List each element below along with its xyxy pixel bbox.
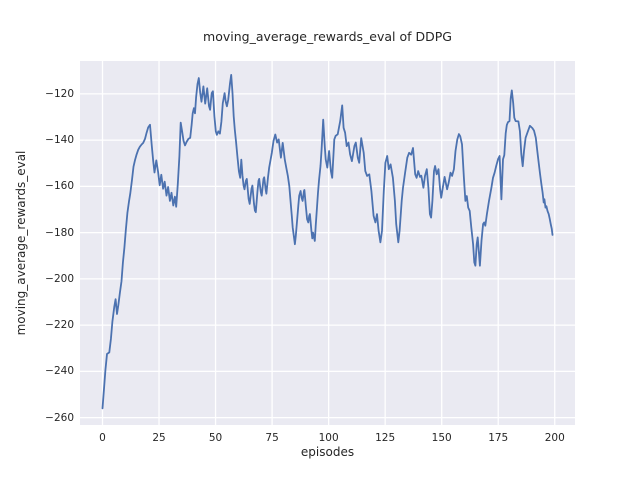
y-tick-label: −140 <box>45 134 74 147</box>
chart-title: moving_average_rewards_eval of DDPG <box>203 29 452 44</box>
x-tick-label: 50 <box>208 432 223 444</box>
x-tick-label: 100 <box>318 432 339 444</box>
y-tick-label: −200 <box>45 272 74 285</box>
y-tick-label: −260 <box>45 411 74 424</box>
y-axis-label: moving_average_rewards_eval <box>14 150 28 336</box>
data-line <box>101 74 554 410</box>
y-tick-label: −180 <box>45 226 74 239</box>
x-tick-label: 200 <box>544 432 565 444</box>
x-tick-label: 75 <box>265 432 279 444</box>
x-tick-label: 175 <box>488 432 509 444</box>
y-tick-label: −220 <box>45 319 74 332</box>
x-tick-label: 150 <box>431 432 452 444</box>
x-tick-label: 0 <box>99 432 106 444</box>
y-tick-label: −240 <box>45 365 74 378</box>
y-tick-label: −120 <box>45 87 74 100</box>
x-axis-label: episodes <box>300 445 355 459</box>
axes-background <box>80 61 575 425</box>
y-tick-label: −160 <box>45 180 74 193</box>
x-tick-label: 125 <box>375 432 396 444</box>
x-tick-label: 25 <box>152 432 166 444</box>
